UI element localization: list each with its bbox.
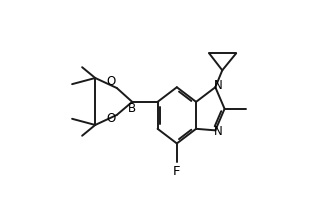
Text: F: F: [173, 165, 181, 178]
Text: O: O: [107, 75, 116, 88]
Text: N: N: [214, 125, 223, 138]
Text: N: N: [214, 79, 223, 92]
Text: B: B: [128, 101, 136, 115]
Text: O: O: [107, 112, 116, 125]
